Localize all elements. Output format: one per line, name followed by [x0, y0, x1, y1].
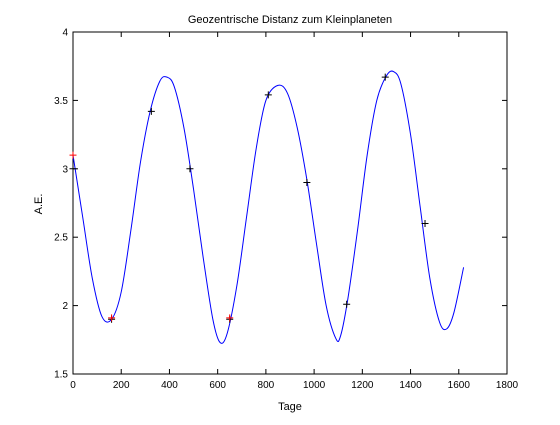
observation-marker [421, 220, 429, 228]
observation-marker [147, 107, 155, 115]
chart-title: Geozentrische Distanz zum Kleinplaneten [188, 14, 392, 26]
observation-marker [303, 178, 311, 186]
observation-marker-red [69, 151, 77, 159]
x-tick-label: 1600 [448, 380, 471, 391]
observation-marker [186, 165, 194, 173]
observation-marker [381, 73, 389, 81]
y-tick-label: 4 [62, 28, 68, 39]
plot-frame [72, 31, 508, 375]
x-tick-label: 400 [161, 380, 178, 391]
y-tick-label: 1.5 [54, 370, 68, 381]
x-axis-label: Tage [278, 401, 302, 413]
observation-marker-red [226, 314, 234, 322]
y-tick-label: 2 [62, 301, 68, 312]
x-tick-label: 1400 [399, 380, 422, 391]
observation-marker-red [108, 314, 116, 322]
y-axis-label: A.E. [33, 194, 45, 215]
x-tick-label: 600 [209, 380, 226, 391]
observation-marker [264, 91, 272, 99]
x-tick-label: 1800 [496, 380, 519, 391]
x-tick-label: 0 [70, 380, 76, 391]
y-tick-label: 3.5 [54, 96, 68, 107]
observation-marker [343, 300, 351, 308]
x-tick-label: 200 [113, 380, 130, 391]
y-tick-label: 3 [62, 164, 68, 175]
observation-marker [69, 165, 77, 173]
plot-area: 0 200 400 600 800 1000 1200 1400 1600 1800 1.5 2 2.5… [54, 28, 518, 392]
x-tick-label: 800 [258, 380, 275, 391]
distance-curve [72, 70, 465, 344]
x-tick-label: 1000 [303, 380, 326, 391]
y-tick-label: 2.5 [54, 233, 68, 244]
x-tick-label: 1200 [351, 380, 374, 391]
